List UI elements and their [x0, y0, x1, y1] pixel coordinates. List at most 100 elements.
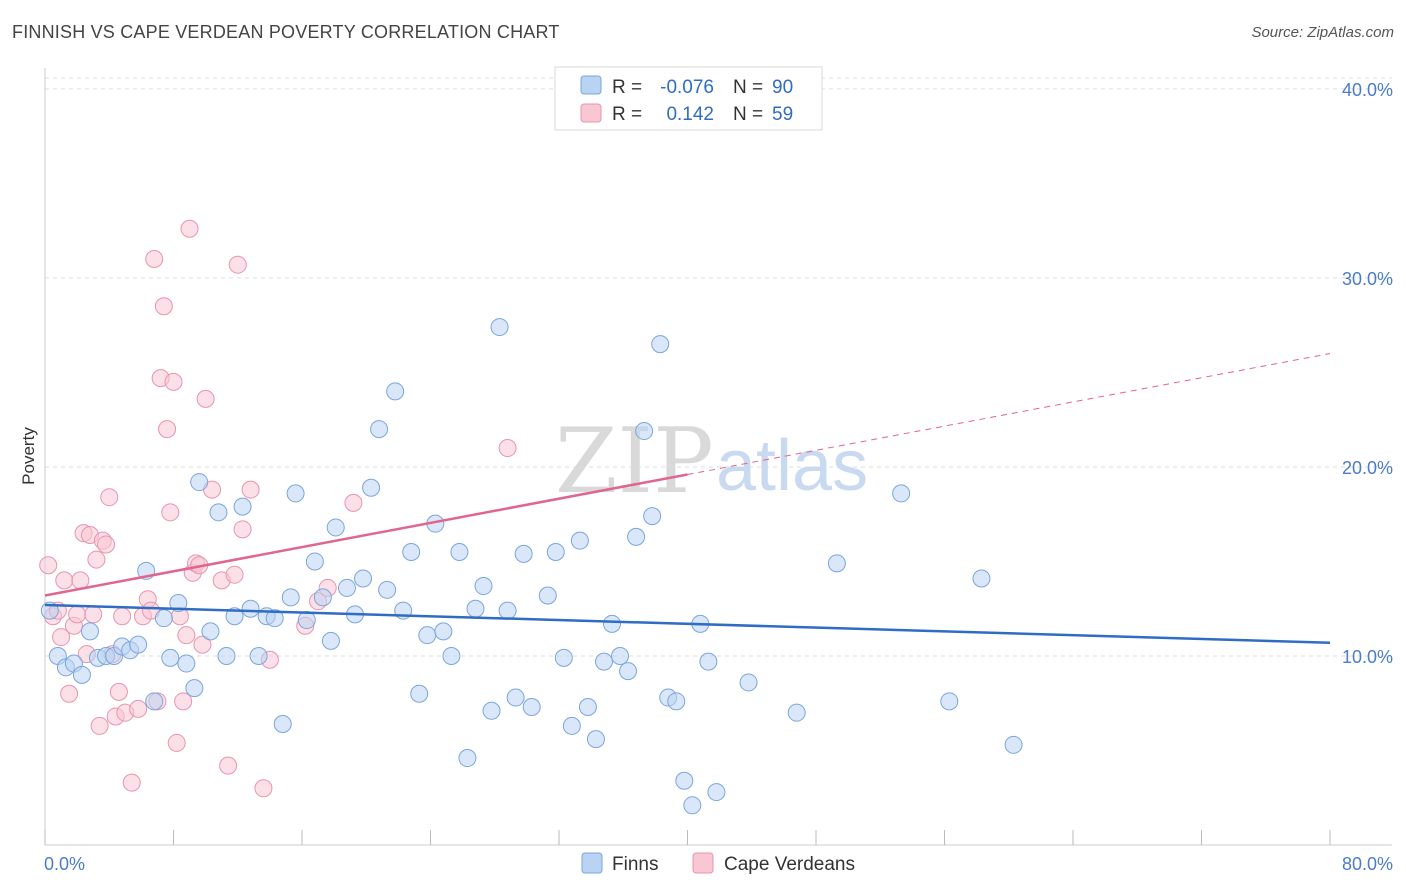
finn-point: [562, 716, 581, 735]
legend-box: R = -0.076 N = 90 R = 0.142 N = 59: [554, 66, 823, 131]
finn-point: [337, 578, 356, 597]
finn-point: [739, 673, 758, 692]
cape-verdean-point: [177, 626, 196, 645]
finn-point: [578, 698, 597, 717]
cape-verdean-point: [193, 635, 212, 654]
x-tick-label-max: 80.0%: [1342, 854, 1393, 874]
watermark-atlas: atlas: [716, 426, 868, 506]
cape-verdean-point: [233, 520, 252, 539]
finn-point: [490, 318, 509, 337]
finn-point: [651, 335, 670, 354]
cape-verdean-point: [161, 503, 180, 522]
cape-verdean-point: [225, 565, 244, 584]
trend-lines: [44, 353, 1331, 644]
finn-point: [72, 665, 91, 684]
legend-swatch-finns: [580, 75, 602, 95]
finn-point: [450, 543, 469, 562]
cape-verdean-point: [100, 488, 119, 507]
finn-point: [362, 478, 381, 497]
finn-point: [482, 701, 501, 720]
finn-point: [892, 484, 911, 503]
finn-point: [305, 552, 324, 571]
series-cape-verdeans: [39, 219, 517, 798]
legend-r-value-cape: 0.142: [666, 104, 714, 125]
cape-verdean-point: [154, 297, 173, 316]
finn-point: [787, 703, 806, 722]
finn-point: [442, 646, 461, 665]
gridlines: [45, 77, 1392, 657]
finn-point: [474, 577, 493, 596]
finn-point: [233, 497, 252, 516]
finn-point: [707, 783, 726, 802]
finn-point: [972, 569, 991, 588]
series-finns: [40, 318, 1023, 815]
cape-verdean-point: [71, 571, 90, 590]
finn-point: [281, 588, 300, 607]
finn-point: [145, 692, 164, 711]
y-tick-labels: 10.0% 20.0% 30.0% 40.0%: [1342, 80, 1393, 667]
cape-verdean-point: [129, 699, 148, 718]
legend-n-label-cape: N =: [733, 104, 763, 125]
bottom-legend: Finns Cape Verdeans: [581, 852, 855, 875]
finn-point: [546, 543, 565, 562]
finn-point: [1004, 735, 1023, 754]
cape-verdean-point: [254, 779, 273, 798]
finn-point: [201, 622, 220, 641]
finn-point: [286, 484, 305, 503]
finn-point: [570, 531, 589, 550]
cape-verdean-point: [68, 605, 87, 624]
cape-verdean-point: [109, 682, 128, 701]
bottom-legend-swatch-finns: [581, 852, 603, 874]
finn-point: [466, 599, 485, 618]
watermark-zip: ZIP: [555, 409, 714, 514]
finn-point: [514, 544, 533, 563]
finn-point: [185, 679, 204, 698]
finn-point: [225, 607, 244, 626]
cape-verdean-point: [60, 684, 79, 703]
finn-point: [354, 569, 373, 588]
cape-verdean-point: [90, 716, 109, 735]
finn-point: [827, 554, 846, 573]
finn-point: [940, 692, 959, 711]
cape-verdean-point: [219, 756, 238, 775]
cape-verdean-point: [55, 571, 74, 590]
cape-verdean-point: [113, 607, 132, 626]
legend-r-value-finns: -0.076: [660, 77, 714, 98]
cape-verdean-point: [174, 692, 193, 711]
cape-verdean-point: [145, 250, 164, 269]
cape-verdean-point: [344, 493, 363, 512]
finn-point: [506, 688, 525, 707]
finn-point: [434, 622, 453, 641]
finn-point: [410, 684, 429, 703]
finn-point: [586, 730, 605, 749]
finn-point: [297, 611, 316, 630]
finn-point: [326, 518, 345, 537]
cape-verdean-point: [97, 535, 116, 554]
finn-point: [161, 648, 180, 667]
legend-n-value-finns: 90: [772, 77, 793, 98]
finn-point: [249, 646, 268, 665]
finn-point: [402, 543, 421, 562]
finns-trend-line: [44, 603, 1331, 644]
y-tick-label: 20.0%: [1342, 458, 1393, 478]
finn-point: [217, 646, 236, 665]
finn-point: [241, 599, 260, 618]
finn-point: [554, 648, 573, 667]
finn-point: [80, 622, 99, 641]
chart-title: FINNISH VS CAPE VERDEAN POVERTY CORRELAT…: [12, 22, 560, 42]
cape-verdeans-trend-line: [44, 473, 688, 597]
cape-verdeans-trend-extension: [687, 353, 1331, 476]
legend-r-label-finns: R =: [612, 77, 642, 98]
finn-point: [699, 652, 718, 671]
finn-point: [370, 420, 389, 439]
y-tick-label: 10.0%: [1342, 647, 1393, 667]
finn-point: [378, 580, 397, 599]
finn-point: [619, 662, 638, 681]
finn-point: [154, 609, 173, 628]
x-tick-label-min: 0.0%: [44, 854, 85, 874]
finn-point: [313, 588, 332, 607]
cape-verdean-point: [498, 439, 517, 458]
legend-swatch-cape-verdeans: [580, 103, 602, 123]
cape-verdean-point: [84, 605, 103, 624]
cape-verdean-point: [87, 550, 106, 569]
